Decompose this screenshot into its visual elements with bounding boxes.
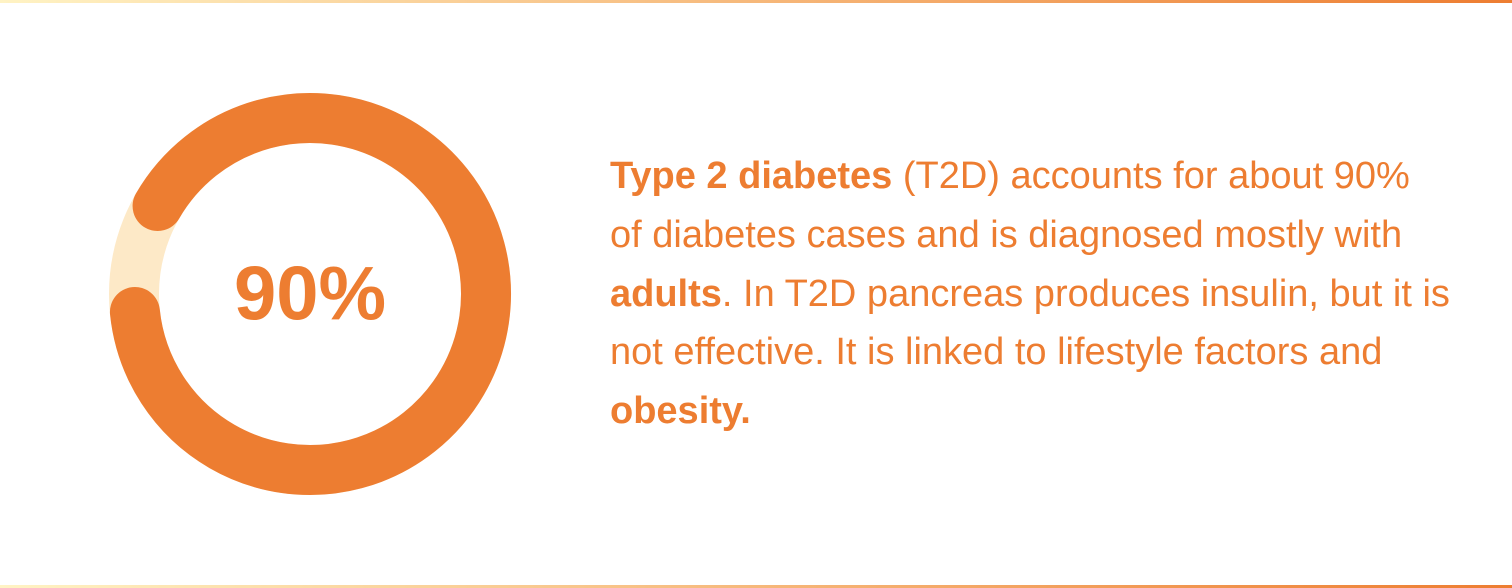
infographic-frame: 90% Type 2 diabetes (T2D) accounts for a… <box>0 0 1512 588</box>
bold-text: Type 2 diabetes <box>610 155 892 197</box>
plain-text: . In T2D pancreas produces insulin, but … <box>610 273 1450 374</box>
content-row: 90% Type 2 diabetes (T2D) accounts for a… <box>0 0 1512 588</box>
donut-chart: 90% <box>90 74 530 514</box>
bold-text: obesity. <box>610 390 751 432</box>
donut-percent-label: 90% <box>234 251 386 338</box>
bold-text: adults <box>610 273 722 315</box>
description-text: Type 2 diabetes (T2D) accounts for about… <box>610 147 1452 441</box>
